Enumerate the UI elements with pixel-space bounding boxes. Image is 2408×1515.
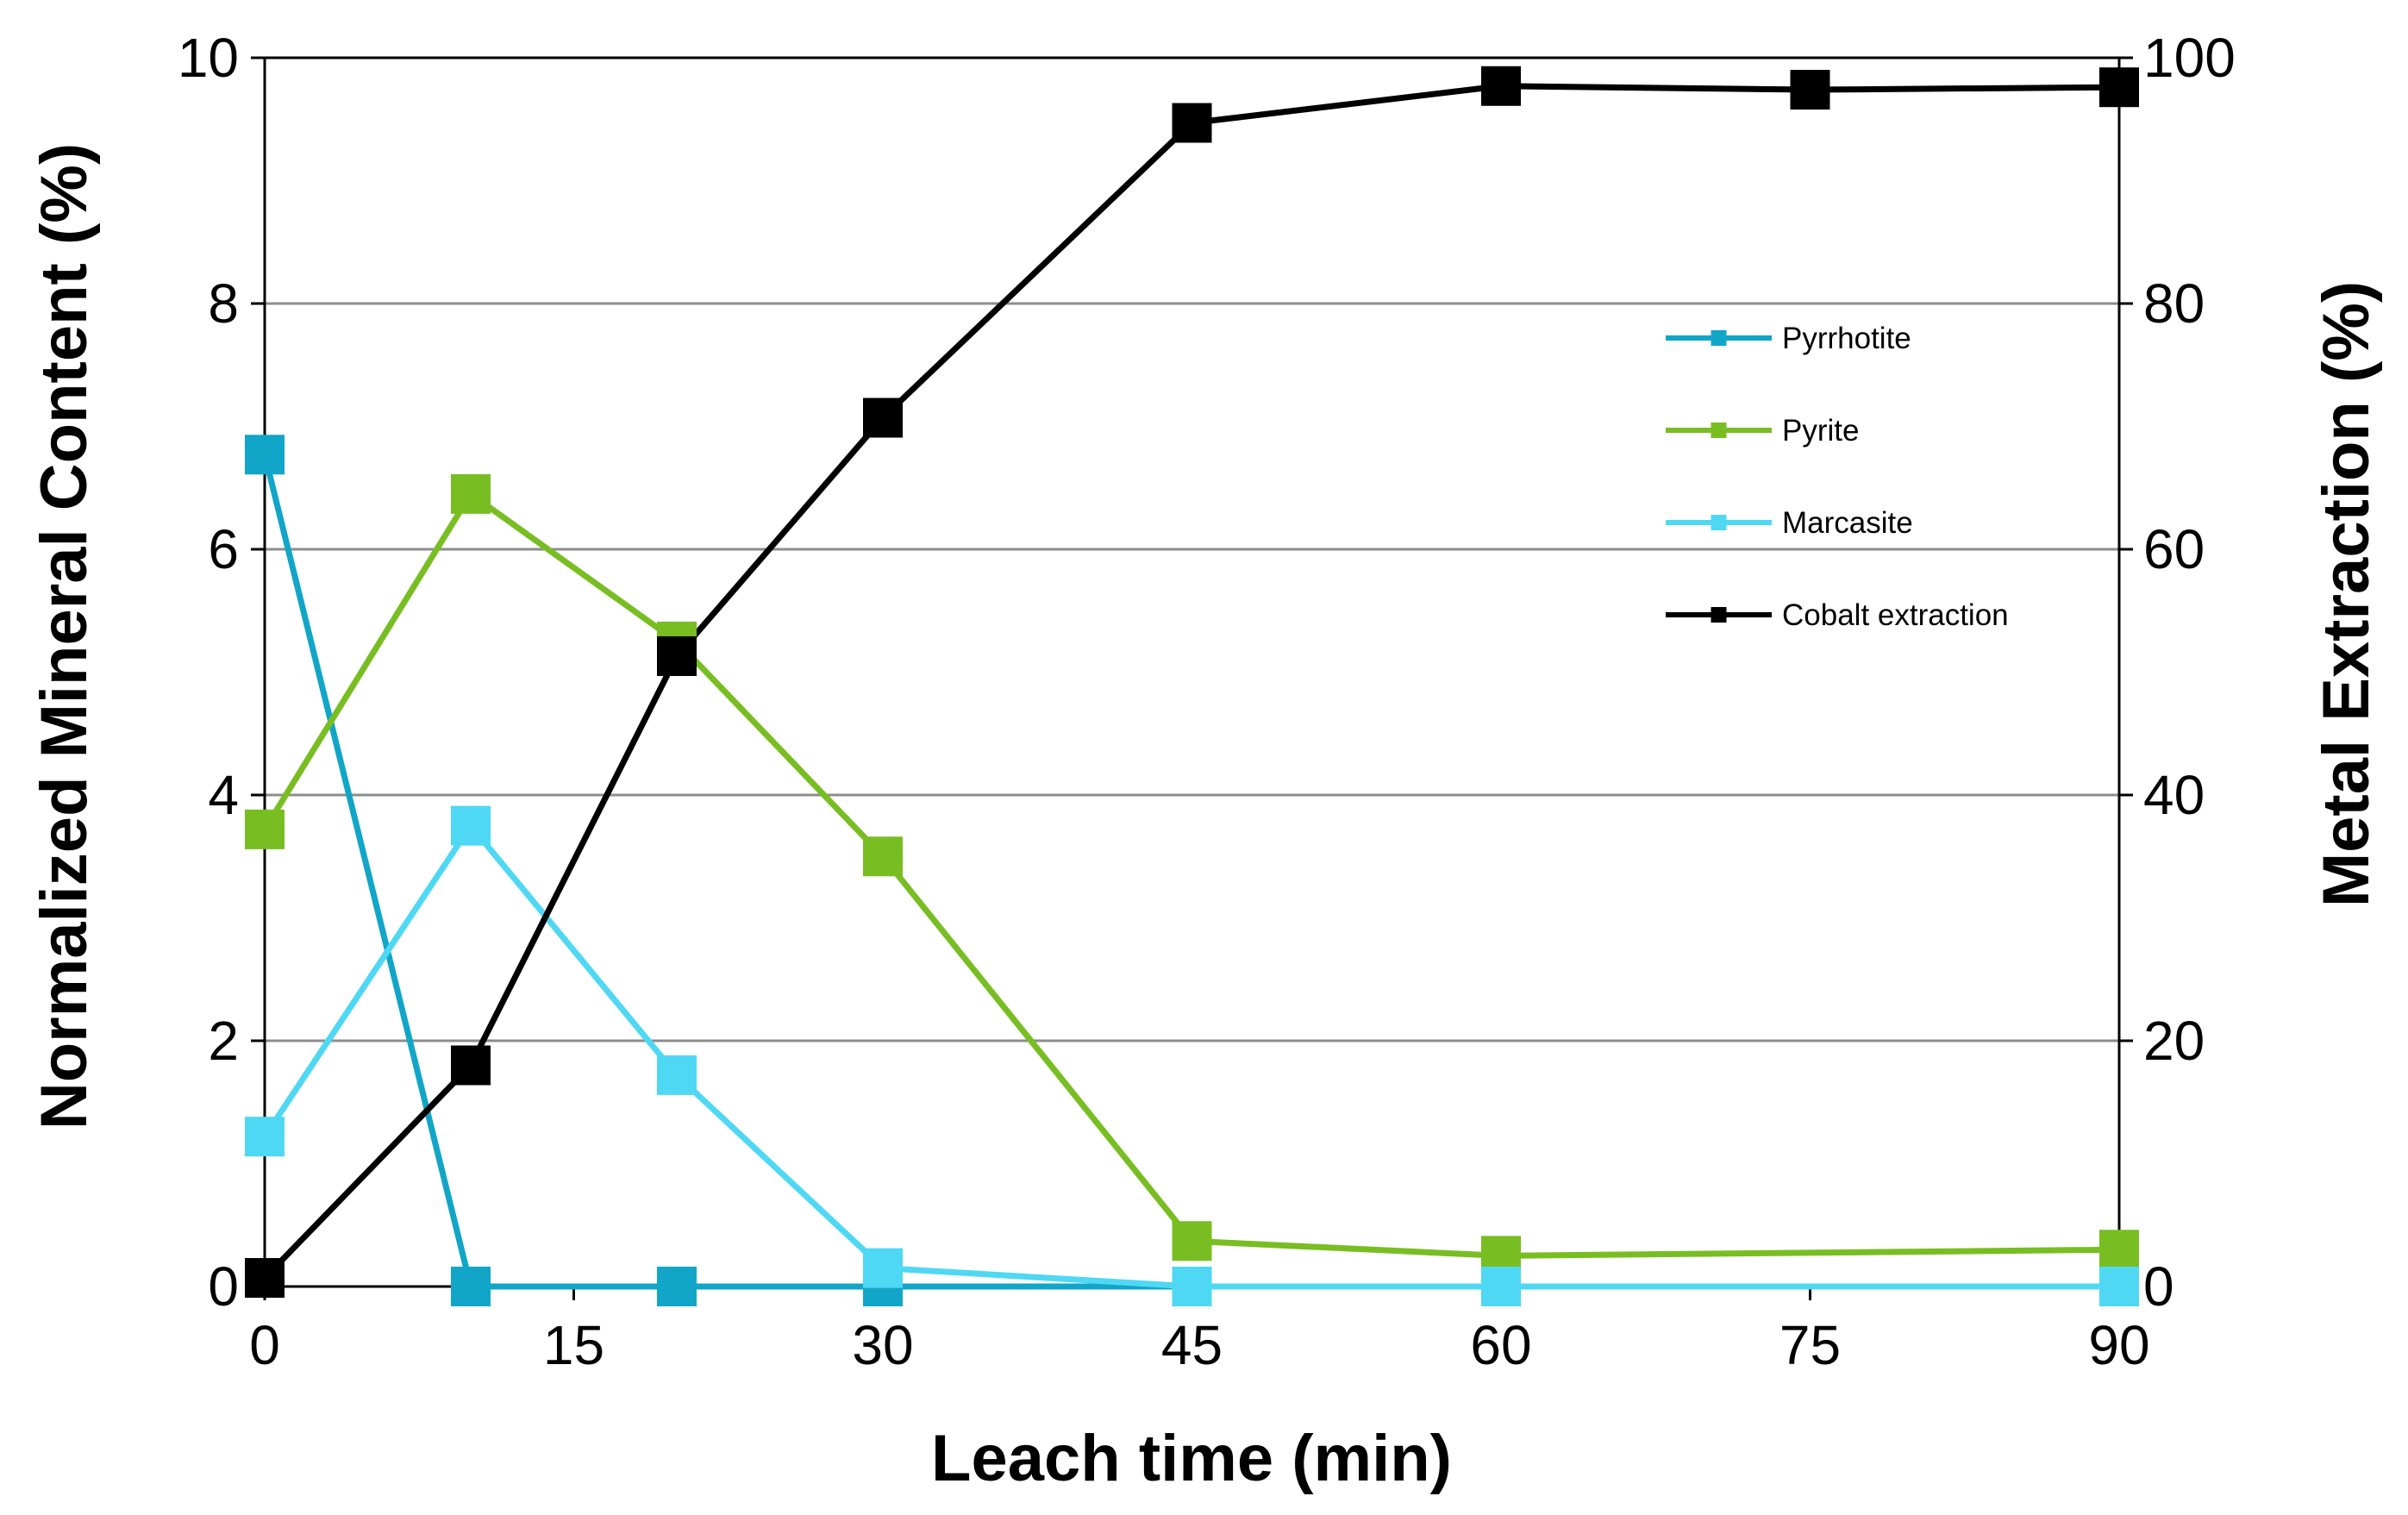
pyrite-point	[1172, 1221, 1212, 1261]
legend-cobalt-extraction-label: Cobalt extraction	[1782, 598, 2009, 632]
x-tick-label: 15	[543, 1314, 604, 1376]
y2-tick-label: 60	[2143, 518, 2205, 580]
y2-tick-label: 100	[2143, 27, 2236, 89]
pyrrhotite-point	[657, 1267, 697, 1306]
x-axis-title: Leach time (min)	[931, 1422, 1452, 1495]
marcasite-point	[245, 1117, 285, 1157]
y-tick-label: 10	[178, 27, 239, 89]
legend-pyrite-label: Pyrite	[1782, 414, 1859, 448]
y2-tick-label: 0	[2143, 1255, 2174, 1318]
pyrite-point	[2099, 1230, 2139, 1270]
x-tick-label: 0	[249, 1314, 280, 1376]
x-tick-label: 30	[852, 1314, 913, 1376]
x-tick-label: 75	[1779, 1314, 1841, 1376]
marcasite-point	[1172, 1267, 1212, 1306]
series-layer	[245, 66, 2139, 1306]
legend-marcasite-label: Marcasite	[1782, 506, 1913, 540]
y-axis-title: Normalized Mineral Content (%)	[28, 143, 101, 1130]
pyrrhotite-point	[245, 435, 285, 475]
x-tick-label: 45	[1161, 1314, 1223, 1376]
y-tick-label: 6	[208, 518, 239, 580]
cobalt-extraction-point	[245, 1258, 285, 1299]
marcasite-point	[863, 1248, 903, 1288]
marcasite-point	[657, 1055, 697, 1095]
legend-pyrrhotite-label: Pyrrhotite	[1782, 322, 1911, 355]
cobalt-extraction-point	[2099, 67, 2139, 108]
cobalt-extraction-point	[1172, 103, 1212, 143]
cobalt-extraction-point	[863, 398, 903, 438]
legend-pyrrhotite-marker	[1711, 330, 1727, 346]
pyrite-point	[863, 836, 903, 877]
y2-axis-title: Metal Extraction (%)	[2310, 281, 2383, 907]
cobalt-extraction-line	[262, 83, 2120, 1280]
cobalt-extraction-point	[451, 1045, 491, 1086]
legend: Pyrrhotite Pyrite Marcasite Cobalt extracti…	[1666, 322, 2009, 632]
legend-pyrite-marker	[1711, 423, 1727, 438]
gridlines	[265, 302, 2119, 1042]
legend-marcasite-marker	[1711, 515, 1727, 530]
y-tick-label: 2	[208, 1010, 239, 1072]
marcasite-point	[2099, 1267, 2139, 1306]
y2-tick-label: 80	[2143, 272, 2205, 335]
cobalt-extraction-point	[1790, 70, 1830, 110]
pyrrhotite-point	[451, 1267, 491, 1306]
cobalt-extraction-point	[657, 635, 697, 676]
pyrite-point	[451, 473, 491, 514]
x-tick-label: 60	[1470, 1314, 1531, 1376]
y2-tick-label: 20	[2143, 1010, 2205, 1072]
y2-tick-label: 40	[2143, 764, 2205, 826]
pyrite-point	[245, 809, 285, 849]
x-tick-label: 90	[2088, 1314, 2149, 1376]
marcasite-point	[451, 805, 491, 846]
marcasite-point	[1481, 1267, 1521, 1306]
cobalt-extraction-point	[1481, 66, 1521, 106]
legend-cobalt-extraction-marker	[1711, 607, 1727, 623]
y-tick-label: 4	[208, 764, 239, 826]
y-tick-label: 0	[208, 1255, 239, 1318]
y-tick-label: 8	[208, 272, 239, 335]
